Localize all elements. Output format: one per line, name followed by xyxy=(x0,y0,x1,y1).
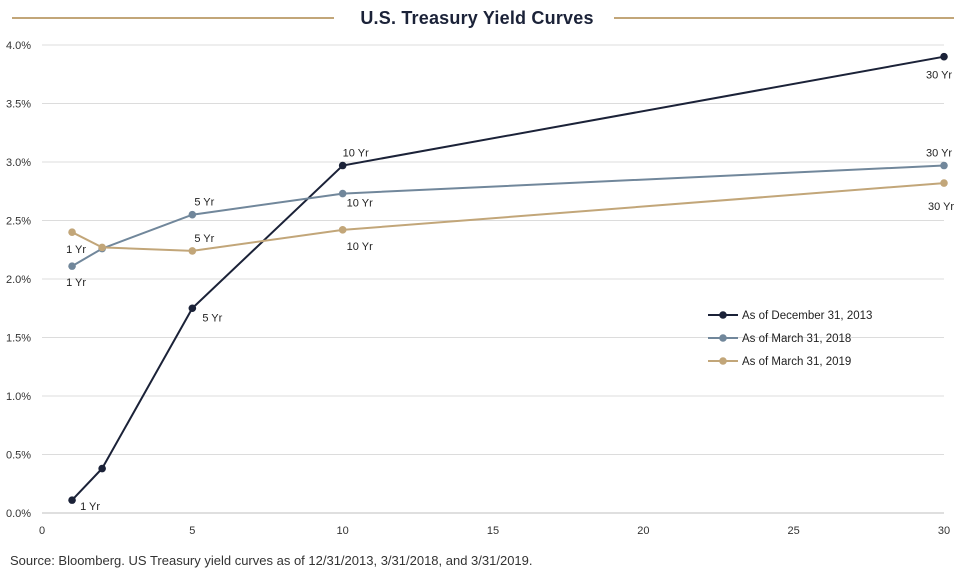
y-tick-label: 1.0% xyxy=(6,391,31,403)
data-label: 1 Yr xyxy=(66,277,86,289)
x-tick-label: 15 xyxy=(487,525,499,537)
data-point xyxy=(188,304,197,313)
data-label: 30 Yr xyxy=(926,148,952,160)
source-note: Source: Bloomberg. US Treasury yield cur… xyxy=(10,553,533,568)
x-tick-label: 30 xyxy=(938,525,950,537)
legend-label: As of December 31, 2013 xyxy=(742,310,872,322)
legend-swatch-marker xyxy=(719,357,727,365)
x-tick-label: 10 xyxy=(337,525,349,537)
data-point xyxy=(940,52,948,61)
legend-label: As of March 31, 2018 xyxy=(742,333,851,345)
y-tick-label: 3.5% xyxy=(6,99,31,111)
x-tick-label: 25 xyxy=(788,525,800,537)
data-point xyxy=(338,226,347,234)
y-tick-label: 2.5% xyxy=(6,216,31,228)
y-tick-label: 0.0% xyxy=(6,508,31,520)
data-point xyxy=(338,161,347,170)
data-label: 1 Yr xyxy=(66,244,86,256)
data-point xyxy=(188,247,197,255)
legend-label: As of March 31, 2019 xyxy=(742,356,851,368)
data-point xyxy=(940,161,948,170)
data-label: 5 Yr xyxy=(194,197,214,209)
data-label: 10 Yr xyxy=(347,241,373,253)
data-point xyxy=(98,243,106,252)
data-point xyxy=(98,464,106,473)
series-line xyxy=(71,164,945,267)
legend-swatch-marker xyxy=(719,311,727,319)
data-label: 1 Yr xyxy=(80,501,100,513)
y-tick-label: 0.5% xyxy=(6,450,31,462)
data-label: 10 Yr xyxy=(343,148,369,160)
series-line xyxy=(71,55,945,501)
data-point xyxy=(68,228,76,236)
y-tick-label: 2.0% xyxy=(6,274,31,286)
x-tick-label: 0 xyxy=(39,525,45,537)
y-tick-label: 3.0% xyxy=(6,157,31,169)
data-label: 10 Yr xyxy=(347,198,373,210)
data-point xyxy=(68,262,76,270)
title-rule-left xyxy=(12,17,334,19)
data-point xyxy=(188,210,197,219)
data-point xyxy=(68,496,76,504)
chart-title-bar: U.S. Treasury Yield Curves xyxy=(0,4,954,32)
title-rule-right xyxy=(614,17,954,19)
x-tick-label: 20 xyxy=(637,525,649,537)
data-point xyxy=(940,179,948,187)
x-tick-label: 5 xyxy=(189,525,195,537)
data-label: 5 Yr xyxy=(194,233,214,245)
data-label: 30 Yr xyxy=(928,201,954,213)
y-tick-label: 1.5% xyxy=(6,333,31,345)
data-label: 30 Yr xyxy=(926,70,952,82)
legend-swatch-marker xyxy=(719,334,727,342)
chart-title: U.S. Treasury Yield Curves xyxy=(360,8,594,28)
y-tick-label: 4.0% xyxy=(6,40,31,52)
data-point xyxy=(338,189,347,198)
data-label: 5 Yr xyxy=(202,312,222,324)
